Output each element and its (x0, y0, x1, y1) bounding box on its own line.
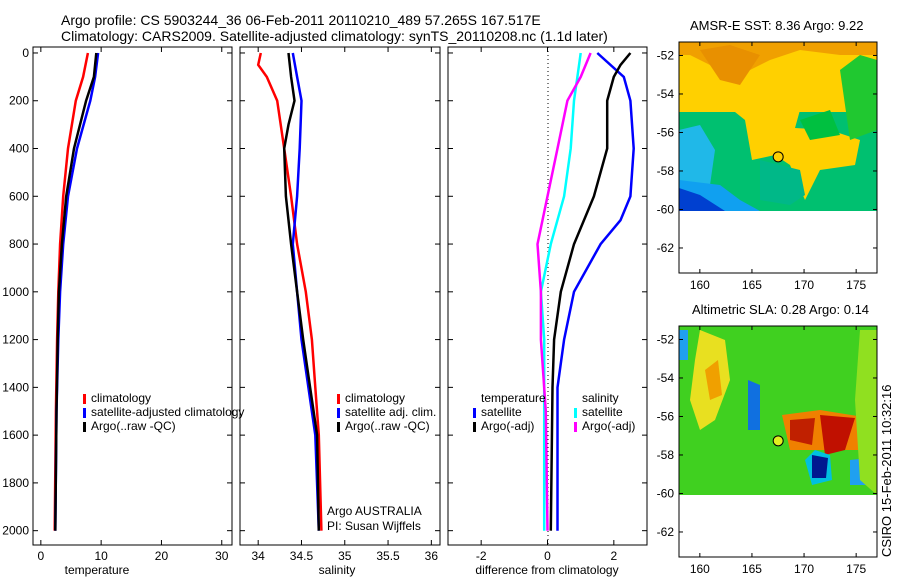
x-tick-label: 34.5 (290, 549, 314, 563)
legend-sal-argo: Argo(-adj) (582, 419, 636, 433)
series-line-temperature-satellite (556, 52, 635, 531)
map-x-tick-label: 160 (690, 562, 710, 576)
x-tick-label: 35.5 (376, 549, 400, 563)
legend-swatch-sal-satellite (574, 408, 577, 418)
y-tick-label: 1000 (2, 285, 29, 299)
map-y-tick-label: -62 (657, 525, 675, 539)
map-x-tick-label: 160 (690, 278, 710, 292)
y-tick-label: 2000 (2, 524, 29, 538)
sla-map-title: Altimetric SLA: 0.28 Argo: 0.14 (692, 302, 870, 317)
map-x-tick-label: 175 (846, 278, 866, 292)
x-tick-label: 35 (338, 549, 352, 563)
series-line-temperature-argo-adj- (549, 52, 632, 531)
legend-swatch-satellite (337, 408, 340, 418)
map-y-tick-label: -58 (657, 448, 675, 462)
map-y-tick-label: -54 (657, 371, 675, 385)
salinity-plot-frame (239, 46, 441, 546)
x-tick-label: 20 (155, 549, 169, 563)
map-x-tick-label: 170 (794, 562, 814, 576)
x-tick-label: 0 (544, 549, 551, 563)
y-tick-label: 1600 (2, 428, 29, 442)
x-tick-label: 10 (94, 549, 108, 563)
legend-temp-satellite: satellite (481, 405, 522, 419)
map-y-tick-label: -58 (657, 164, 675, 178)
series-line-salinity-argo-adj- (536, 52, 592, 531)
map-y-tick-label: -60 (657, 202, 675, 216)
y-tick-label: 400 (9, 142, 29, 156)
series-line-satellite-adj-clim- (291, 52, 321, 531)
legend-swatch-climatology (83, 394, 86, 404)
figure-title-line1: Argo profile: CS 5903244_36 06-Feb-2011 … (61, 12, 541, 28)
timestamp: CSIRO 15-Feb-2011 10:32:16 (879, 384, 894, 557)
legend-sal-satellite: satellite (582, 405, 623, 419)
y-tick-label: 1800 (2, 476, 29, 490)
sst-map: 160 165 170 175 -52 -54 -56 -58 -60 -62 (657, 41, 878, 292)
legend-swatch-sal-argo (574, 422, 577, 432)
argo-location-marker-sla (772, 435, 784, 447)
x-tick-label: 34 (252, 549, 266, 563)
y-tick-label: 600 (9, 189, 29, 203)
x-tick-label: 30 (215, 549, 229, 563)
y-tick-label: 800 (9, 237, 29, 251)
temperature-plot-frame (32, 46, 233, 546)
x-tick-label: 2 (610, 549, 617, 563)
legend-swatch-argo (83, 422, 86, 432)
y-tick-label: 0 (22, 46, 29, 60)
map-y-tick-label: -56 (657, 409, 675, 423)
x-tick-label: 0 (37, 549, 44, 563)
legend-temperature-heading: temperature (481, 391, 546, 405)
x-axis-label-difference: difference from climatology (475, 563, 619, 577)
map-x-tick-label: 170 (794, 278, 814, 292)
map-y-tick-label: -62 (657, 241, 675, 255)
legend-argo: Argo(..raw -QC) (345, 419, 430, 433)
series-line-argo-raw-qc- (54, 52, 98, 531)
series-line-argo-raw-qc- (282, 52, 321, 531)
x-axis-label-salinity: salinity (318, 563, 356, 577)
legend-argo: Argo(..raw -QC) (91, 419, 176, 433)
credit-argo: Argo AUSTRALIA (327, 504, 422, 518)
map-x-tick-label: 165 (742, 278, 762, 292)
legend-salinity-heading: salinity (582, 391, 619, 405)
series-line-climatology (256, 52, 323, 531)
legend-swatch-temp-argo (473, 422, 476, 432)
figure-title-line2: Climatology: CARS2009. Satellite-adjuste… (61, 28, 608, 44)
map-y-tick-label: -52 (657, 332, 675, 346)
map-y-tick-label: -54 (657, 87, 675, 101)
credit-pi: PI: Susan Wijffels (327, 519, 421, 533)
legend-climatology: climatology (91, 391, 152, 405)
argo-location-marker-sst (772, 151, 784, 163)
x-tick-label: -2 (476, 549, 487, 563)
legend-swatch-temp-satellite (473, 408, 476, 418)
x-tick-label: 36 (425, 549, 439, 563)
map-y-tick-label: -60 (657, 486, 675, 500)
legend-swatch-argo (337, 422, 340, 432)
series-line-satellite-adjusted-climatology (54, 52, 100, 531)
sla-map: 160 165 170 175 -52 -54 -56 -58 -60 -62 (657, 325, 878, 576)
map-x-tick-label: 175 (846, 562, 866, 576)
legend-temp-argo: Argo(-adj) (481, 419, 535, 433)
legend-swatch-satellite (83, 408, 86, 418)
map-y-tick-label: -52 (657, 48, 675, 62)
map-y-tick-label: -56 (657, 125, 675, 139)
legend-satellite-adj: satellite adj. clim. (345, 405, 437, 419)
y-tick-label: 200 (9, 94, 29, 108)
legend-satellite-adjusted: satellite-adjusted climatology (91, 405, 245, 419)
map-x-tick-label: 165 (742, 562, 762, 576)
sst-map-title: AMSR-E SST: 8.36 Argo: 9.22 (690, 18, 864, 33)
y-tick-label: 1200 (2, 333, 29, 347)
y-tick-label: 1400 (2, 380, 29, 394)
legend-swatch-climatology (337, 394, 340, 404)
x-axis-label-temperature: temperature (64, 563, 130, 577)
legend-climatology: climatology (345, 391, 406, 405)
